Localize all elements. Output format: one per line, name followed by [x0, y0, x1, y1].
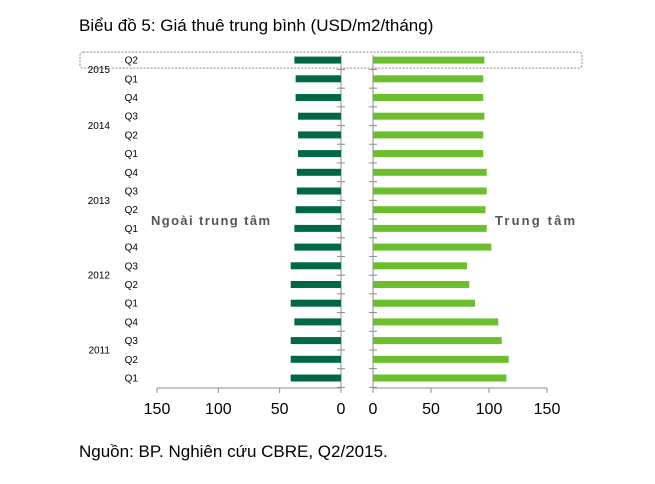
right-x-tick-label: 100	[476, 401, 503, 418]
right-x-tick-label: 150	[534, 401, 561, 418]
quarter-label: Q2	[125, 205, 139, 216]
right-x-tick-label: 50	[422, 401, 440, 418]
quarter-label: Q1	[125, 149, 139, 160]
quarter-label: Q1	[125, 299, 139, 310]
quarter-label: Q3	[125, 336, 139, 347]
series-label-trung-tam: Trung tâm	[495, 213, 575, 228]
series-label-ngoai-trung-tam: Ngoài trung tâm	[151, 213, 270, 228]
bar-trung-tam	[373, 355, 509, 363]
year-label: 2012	[88, 271, 111, 282]
year-label: 2013	[88, 196, 111, 207]
bar-trung-tam	[373, 243, 492, 251]
bar-trung-tam	[373, 224, 487, 232]
right-x-tick-label: 0	[369, 401, 378, 418]
bar-ngoai-trung-tam	[295, 94, 341, 101]
bar-ngoai-trung-tam	[294, 243, 341, 251]
quarter-label: Q4	[125, 93, 139, 104]
left-x-tick-label: 150	[144, 401, 171, 418]
bar-ngoai-trung-tam	[290, 337, 341, 345]
bar-trung-tam	[373, 150, 484, 158]
quarter-label: Q2	[125, 355, 139, 366]
bar-trung-tam	[373, 168, 487, 176]
quarter-label: Q1	[125, 74, 139, 85]
bar-ngoai-trung-tam	[298, 150, 341, 158]
bar-trung-tam	[373, 56, 485, 64]
bar-ngoai-trung-tam	[298, 131, 341, 139]
bar-ngoai-trung-tam	[296, 168, 341, 176]
bar-ngoai-trung-tam	[290, 355, 341, 363]
year-label: 2015	[88, 65, 111, 76]
bar-trung-tam	[373, 299, 476, 307]
quarter-label: Q4	[125, 317, 139, 328]
quarter-label: Q2	[125, 130, 139, 141]
left-x-tick-label: 0	[337, 401, 346, 418]
bar-ngoai-trung-tam	[295, 75, 341, 83]
bar-ngoai-trung-tam	[290, 299, 341, 307]
bar-trung-tam	[373, 262, 467, 270]
bar-ngoai-trung-tam	[290, 281, 341, 288]
chart-title: Biểu đồ 5: Giá thuê trung bình (USD/m2/t…	[79, 16, 434, 35]
bar-ngoai-trung-tam	[290, 262, 341, 270]
bar-ngoai-trung-tam	[296, 187, 341, 195]
quarter-label: Q2	[125, 280, 139, 291]
quarter-label: Q4	[125, 168, 139, 179]
quarter-label: Q3	[125, 187, 139, 198]
bar-ngoai-trung-tam	[294, 56, 341, 64]
bar-ngoai-trung-tam	[298, 112, 341, 120]
quarter-label: Q4	[125, 243, 139, 254]
bar-ngoai-trung-tam	[294, 224, 341, 232]
year-label: 2011	[88, 345, 110, 356]
bar-trung-tam	[373, 94, 484, 101]
year-label: 2014	[88, 121, 111, 132]
bar-trung-tam	[373, 187, 487, 195]
bar-trung-tam	[373, 75, 484, 83]
quarter-label: Q1	[125, 374, 139, 385]
left-x-tick-label: 100	[205, 401, 232, 418]
quarter-label: Q3	[125, 261, 139, 272]
bar-trung-tam	[373, 112, 485, 120]
quarter-label: Q3	[125, 112, 139, 123]
quarter-label: Q1	[125, 224, 139, 235]
left-x-tick-label: 50	[271, 401, 289, 418]
bar-trung-tam	[373, 318, 499, 326]
highlight-box	[79, 51, 583, 69]
bar-trung-tam	[373, 337, 502, 345]
bar-trung-tam	[373, 131, 484, 139]
bar-trung-tam	[373, 374, 507, 382]
bar-trung-tam	[373, 281, 470, 288]
bar-ngoai-trung-tam	[294, 318, 341, 326]
bar-trung-tam	[373, 206, 486, 214]
chart-source: Nguồn: BP. Nghiên cứu CBRE, Q2/2015.	[79, 442, 388, 461]
bar-ngoai-trung-tam	[295, 206, 341, 214]
quarter-label: Q2	[125, 56, 139, 67]
bar-ngoai-trung-tam	[290, 374, 341, 382]
